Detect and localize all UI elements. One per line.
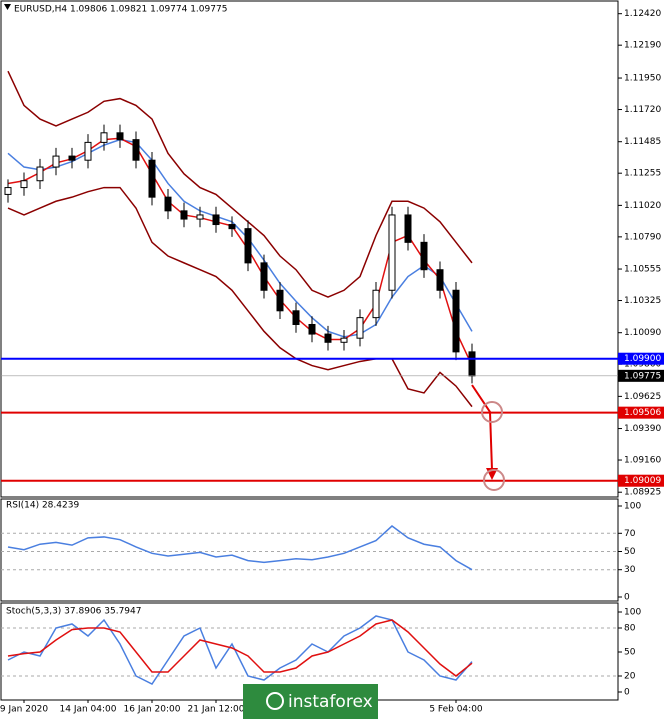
- candle-body: [4, 187, 12, 195]
- y-tick-label: 1.10325: [624, 296, 661, 306]
- x-tick-label: 9 Jan 2020: [0, 705, 48, 715]
- y-tick-label: 1.09390: [624, 424, 661, 434]
- candle-body: [68, 155, 76, 161]
- candle-body: [164, 196, 172, 212]
- panel-title: Stoch(5,3,3) 37.8906 35.7947: [6, 607, 141, 617]
- y-tick-label: 0: [624, 688, 630, 698]
- candle-body: [260, 262, 268, 291]
- x-tick-label: 14 Jan 04:00: [60, 705, 117, 715]
- y-tick-label: 1.11255: [624, 169, 661, 179]
- candle-body: [324, 333, 332, 343]
- watermark-logo: [266, 692, 284, 710]
- level-label: 1.09900: [624, 354, 661, 364]
- y-tick-label: 1.08925: [624, 488, 661, 498]
- candle-body: [148, 159, 156, 198]
- y-tick-label: 1.11020: [624, 201, 661, 211]
- candle-body: [20, 180, 28, 189]
- title-icon: [4, 4, 11, 10]
- chart-title: EURUSD,H4 1.09806 1.09821 1.09774 1.0977…: [14, 5, 227, 15]
- candle-body: [468, 351, 476, 377]
- watermark: instaforex: [288, 692, 373, 712]
- candle-body: [212, 214, 220, 226]
- line: [7, 186, 473, 408]
- x-tick-label: 5 Feb 04:00: [429, 705, 483, 715]
- level-label-box: [618, 352, 664, 365]
- price-label-box: [618, 369, 664, 382]
- candle-body: [228, 224, 236, 230]
- watermark-box: [243, 684, 378, 719]
- y-tick-label: 1.11485: [624, 137, 661, 147]
- candle-body: [196, 214, 204, 220]
- candle-body: [356, 317, 364, 339]
- y-tick-label: 70: [624, 529, 636, 539]
- candle-body: [308, 323, 316, 335]
- candle-body: [292, 310, 300, 325]
- candle-body: [452, 289, 460, 353]
- x-tick-label: 16 Jan 20:00: [124, 705, 181, 715]
- candle-body: [420, 241, 428, 271]
- candle-body: [436, 269, 444, 291]
- candle-body: [340, 337, 348, 343]
- level-label: 1.09506: [624, 408, 661, 418]
- y-tick-label: 0: [624, 593, 630, 603]
- price-label: 1.09775: [624, 371, 661, 381]
- level-label: 1.09009: [624, 476, 661, 486]
- y-tick-label: 50: [624, 547, 636, 557]
- target-circle: [481, 401, 503, 423]
- y-tick-label: 100: [624, 502, 641, 512]
- main-panel: [0, 0, 619, 498]
- y-tick-label: 1.12420: [624, 9, 661, 19]
- y-tick-label: 80: [624, 624, 636, 634]
- y-tick-label: 1.10555: [624, 265, 661, 275]
- y-tick-label: 1.10790: [624, 232, 661, 242]
- candle-body: [100, 132, 108, 143]
- y-tick-label: 100: [624, 608, 641, 618]
- line: [7, 70, 473, 298]
- candle-body: [388, 214, 396, 291]
- y-tick-label: 1.11720: [624, 105, 661, 115]
- target-circle: [483, 469, 505, 491]
- candle-body: [404, 214, 412, 243]
- y-tick-label: 20: [624, 672, 636, 682]
- candle-body: [276, 289, 284, 312]
- x-tick-label: 21 Jan 12:00: [188, 705, 245, 715]
- forecast-arrow: [471, 384, 493, 471]
- rsi-panel: [0, 498, 619, 602]
- line: [7, 615, 473, 685]
- level-label-box: [618, 406, 664, 419]
- candle-body: [84, 141, 92, 161]
- candle-body: [132, 139, 140, 161]
- y-tick-label: 30: [624, 565, 636, 575]
- candle-body: [116, 132, 124, 141]
- candle-body: [52, 155, 60, 168]
- candle-body: [36, 166, 44, 182]
- candle-body: [244, 228, 252, 264]
- y-tick-label: 1.09160: [624, 456, 661, 466]
- line: [7, 525, 473, 571]
- line: [7, 619, 473, 677]
- y-tick-label: 1.09625: [624, 392, 661, 402]
- panel-title: RSI(14) 28.4239: [6, 501, 79, 511]
- candle-body: [180, 210, 188, 220]
- y-tick-label: 1.10090: [624, 328, 661, 338]
- y-tick-label: 1.12190: [624, 41, 661, 51]
- level-label-box: [618, 474, 664, 487]
- candle-body: [372, 289, 380, 319]
- y-tick-label: 1.11950: [624, 74, 661, 84]
- y-tick-label: 50: [624, 648, 636, 658]
